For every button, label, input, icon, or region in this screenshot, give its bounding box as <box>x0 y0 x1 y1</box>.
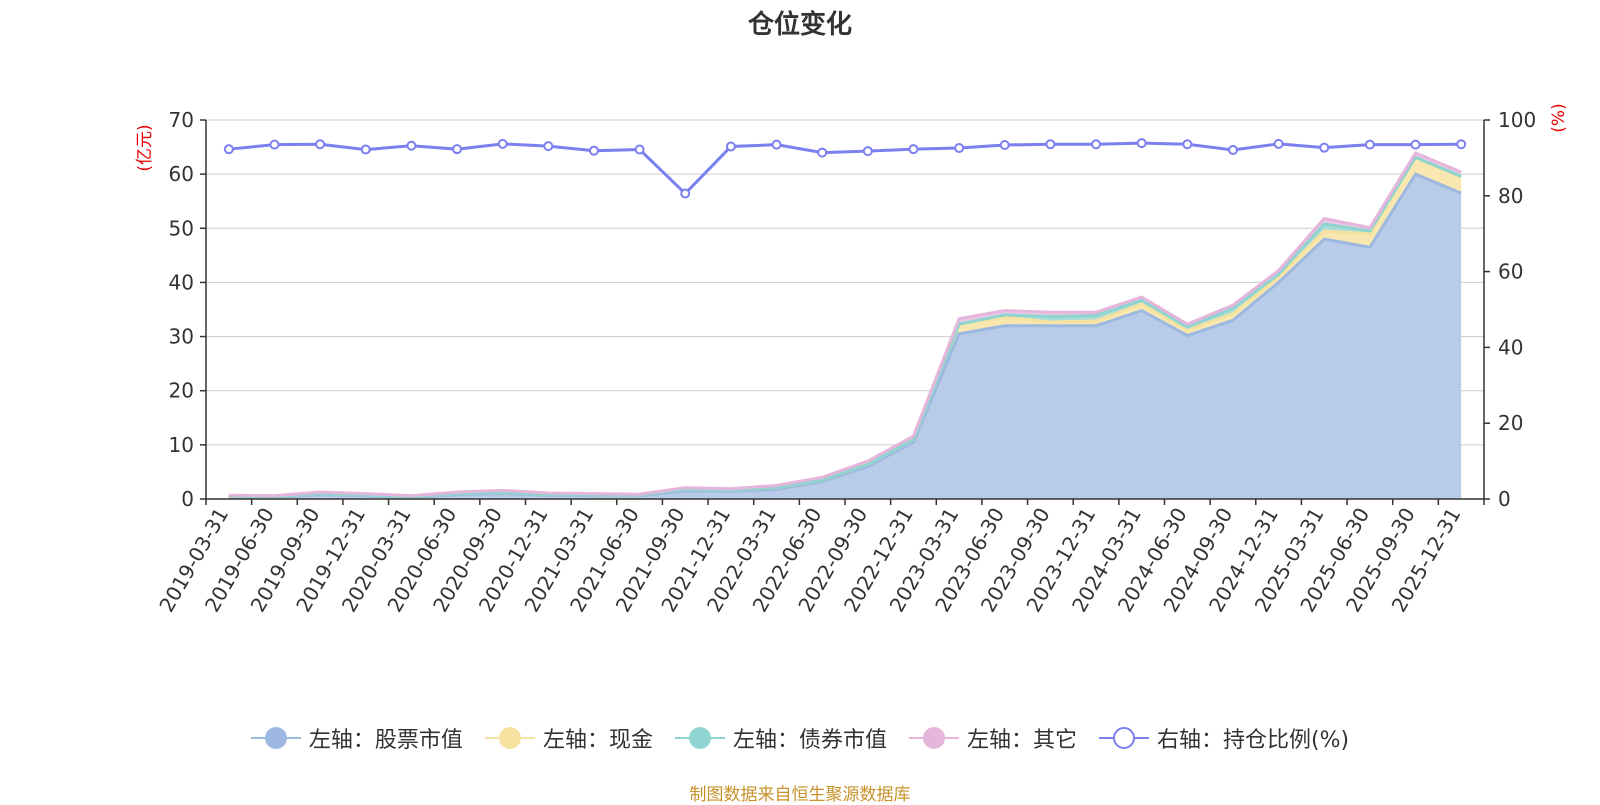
left-tick-label: 30 <box>169 325 194 349</box>
legend-label: 左轴：其它 <box>966 728 1077 753</box>
left-tick-label: 60 <box>169 162 194 186</box>
legend-item[interactable]: 右轴：持仓比例(%) <box>1098 722 1350 754</box>
right-tick-label: 0 <box>1498 487 1511 511</box>
ratio-point <box>634 144 645 155</box>
legend-label: 右轴：持仓比例(%) <box>1156 728 1350 753</box>
area-series-line-3 <box>228 151 1462 498</box>
ratio-point <box>315 139 326 150</box>
chart-title: 仓位变化 <box>747 10 852 40</box>
ratio-point <box>1136 138 1147 149</box>
ratio-series-line <box>228 141 1462 196</box>
legend-item[interactable]: 左轴：股票市值 <box>250 722 463 754</box>
ratio-point <box>452 144 463 155</box>
legend-item[interactable]: 左轴：其它 <box>908 722 1077 754</box>
grid-lines <box>206 119 1484 446</box>
legend-item[interactable]: 左轴：现金 <box>484 722 653 754</box>
legend-item[interactable]: 左轴：债券市值 <box>674 722 887 754</box>
ratio-point <box>1227 144 1238 155</box>
ratio-point <box>817 147 828 158</box>
ratio-point <box>954 143 965 154</box>
left-tick-label: 50 <box>169 216 194 240</box>
ratio-point <box>269 139 280 150</box>
ratio-line <box>223 138 1467 199</box>
ratio-point <box>543 141 554 152</box>
ratio-point <box>725 141 736 152</box>
ratio-point <box>1456 139 1467 150</box>
ratio-point <box>771 139 782 150</box>
legend-marker-icon <box>1098 726 1149 750</box>
legend-label: 左轴：现金 <box>542 728 653 753</box>
ratio-point <box>1091 139 1102 150</box>
area-series-0 <box>228 174 1462 499</box>
right-tick-label: 80 <box>1498 184 1523 208</box>
ratio-point <box>1410 139 1421 150</box>
legend-label: 左轴：债券市值 <box>732 728 887 753</box>
ratio-point <box>1273 138 1284 149</box>
ratio-point <box>1182 139 1193 150</box>
left-tick-label: 70 <box>169 108 194 132</box>
ratio-point <box>999 140 1010 151</box>
ratio-point <box>497 138 508 149</box>
ratio-point <box>406 140 417 151</box>
right-tick-label: 20 <box>1498 411 1523 435</box>
right-tick-label: 40 <box>1498 335 1523 359</box>
ratio-point <box>1319 142 1330 153</box>
ratio-point <box>223 144 234 155</box>
left-tick-label: 20 <box>169 379 194 403</box>
ratio-point <box>360 144 371 155</box>
ratio-point <box>680 188 691 199</box>
legend-marker-icon <box>908 726 959 750</box>
legend-marker-icon <box>250 726 301 750</box>
source-note: 制图数据来自恒生聚源数据库 <box>689 785 911 805</box>
left-tick-label: 0 <box>181 487 194 511</box>
ratio-point <box>1364 139 1375 150</box>
legend-label: 左轴：股票市值 <box>308 728 463 753</box>
ratio-point <box>1045 139 1056 150</box>
left-tick-label: 40 <box>169 270 194 294</box>
right-tick-label: 60 <box>1498 260 1523 284</box>
right-tick-label: 100 <box>1498 108 1536 132</box>
ratio-point <box>862 146 873 157</box>
ratio-point <box>908 144 919 155</box>
left-axis-unit: (亿元) <box>135 124 155 171</box>
left-tick-label: 10 <box>169 433 194 457</box>
legend-marker-icon <box>674 726 725 750</box>
ratio-point <box>588 145 599 156</box>
right-axis-unit: (%) <box>1549 103 1569 132</box>
legend-marker-icon <box>484 726 535 750</box>
stacked-areas <box>228 151 1462 499</box>
legend: 左轴：股票市值 左轴：现金 左轴：债券市值 左轴：其它 右轴：持仓比例(%) <box>0 722 1600 754</box>
